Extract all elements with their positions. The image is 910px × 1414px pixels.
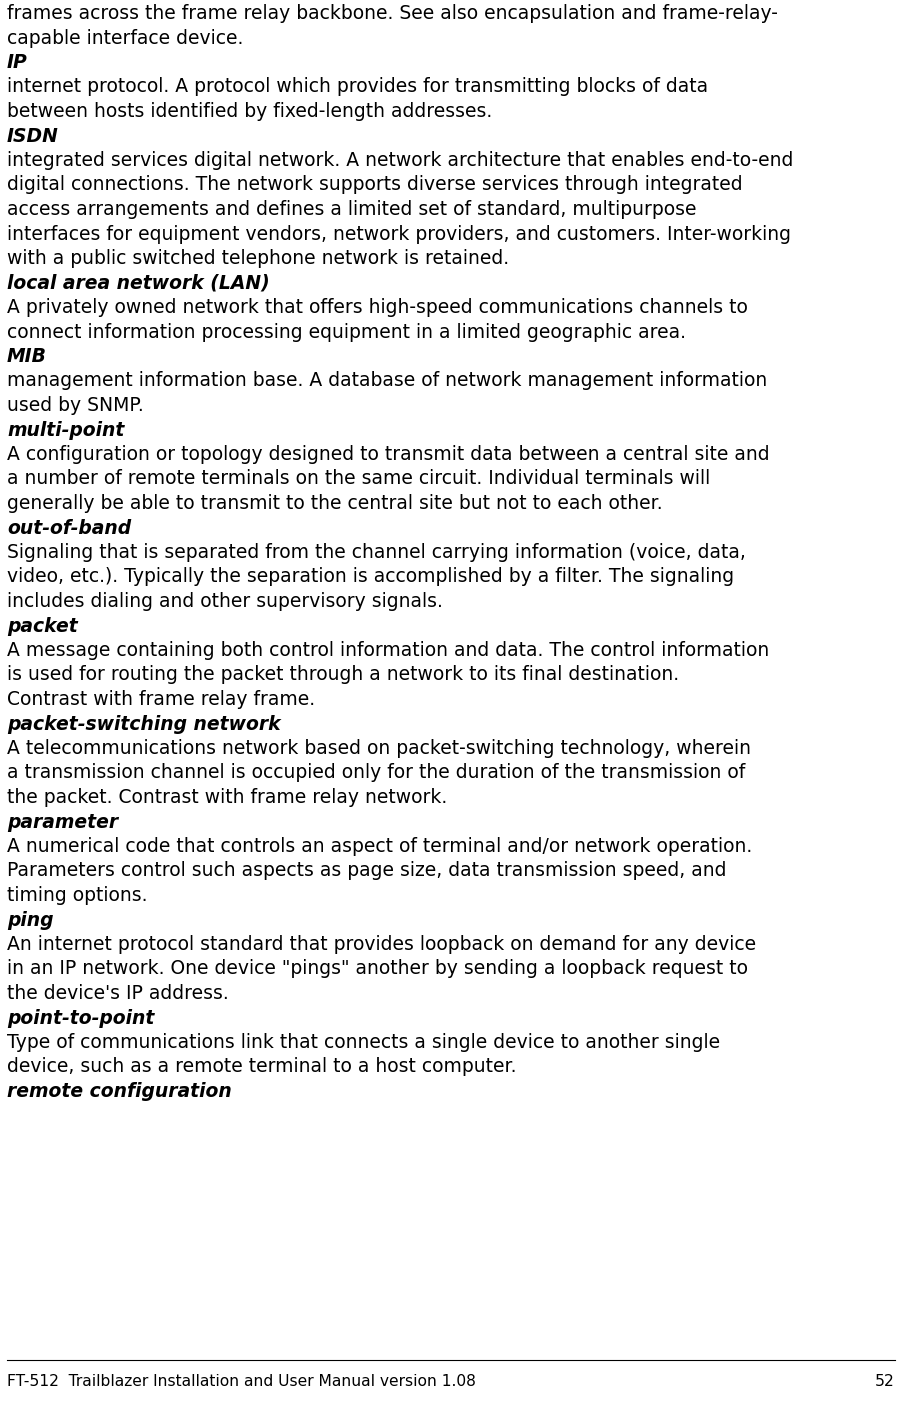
Text: a number of remote terminals on the same circuit. Individual terminals will: a number of remote terminals on the same… bbox=[7, 469, 710, 488]
Text: is used for routing the packet through a network to its final destination.: is used for routing the packet through a… bbox=[7, 666, 679, 684]
Text: between hosts identified by fixed-length addresses.: between hosts identified by fixed-length… bbox=[7, 102, 492, 122]
Text: Contrast with frame relay frame.: Contrast with frame relay frame. bbox=[7, 690, 315, 708]
Text: capable interface device.: capable interface device. bbox=[7, 28, 243, 48]
Text: point-to-point: point-to-point bbox=[7, 1008, 155, 1028]
Text: multi-point: multi-point bbox=[7, 420, 125, 440]
Text: A configuration or topology designed to transmit data between a central site and: A configuration or topology designed to … bbox=[7, 445, 770, 464]
Text: the packet. Contrast with frame relay network.: the packet. Contrast with frame relay ne… bbox=[7, 788, 447, 807]
Text: the device's IP address.: the device's IP address. bbox=[7, 984, 228, 1003]
Text: 52: 52 bbox=[875, 1374, 895, 1389]
Text: out-of-band: out-of-band bbox=[7, 519, 131, 537]
Text: MIB: MIB bbox=[7, 346, 47, 366]
Text: Signaling that is separated from the channel carrying information (voice, data,: Signaling that is separated from the cha… bbox=[7, 543, 746, 561]
Text: parameter: parameter bbox=[7, 813, 118, 831]
Text: timing options.: timing options. bbox=[7, 887, 147, 905]
Text: A telecommunications network based on packet-switching technology, wherein: A telecommunications network based on pa… bbox=[7, 740, 751, 758]
Text: frames across the frame relay backbone. See also encapsulation and frame-relay-: frames across the frame relay backbone. … bbox=[7, 4, 778, 23]
Text: digital connections. The network supports diverse services through integrated: digital connections. The network support… bbox=[7, 175, 743, 195]
Text: packet: packet bbox=[7, 617, 77, 635]
Text: A numerical code that controls an aspect of terminal and/or network operation.: A numerical code that controls an aspect… bbox=[7, 837, 753, 855]
Text: ping: ping bbox=[7, 911, 54, 929]
Text: An internet protocol standard that provides loopback on demand for any device: An internet protocol standard that provi… bbox=[7, 935, 756, 954]
Text: A message containing both control information and data. The control information: A message containing both control inform… bbox=[7, 641, 769, 660]
Text: packet-switching network: packet-switching network bbox=[7, 714, 280, 734]
Text: remote configuration: remote configuration bbox=[7, 1082, 232, 1102]
Text: management information base. A database of network management information: management information base. A database … bbox=[7, 372, 767, 390]
Text: used by SNMP.: used by SNMP. bbox=[7, 396, 144, 414]
Text: A privately owned network that offers high-speed communications channels to: A privately owned network that offers hi… bbox=[7, 298, 748, 317]
Text: includes dialing and other supervisory signals.: includes dialing and other supervisory s… bbox=[7, 592, 443, 611]
Text: access arrangements and defines a limited set of standard, multipurpose: access arrangements and defines a limite… bbox=[7, 199, 696, 219]
Text: FT-512  Trailblazer Installation and User Manual version 1.08: FT-512 Trailblazer Installation and User… bbox=[7, 1374, 476, 1389]
Text: internet protocol. A protocol which provides for transmitting blocks of data: internet protocol. A protocol which prov… bbox=[7, 78, 708, 96]
Text: in an IP network. One device "pings" another by sending a loopback request to: in an IP network. One device "pings" ano… bbox=[7, 960, 748, 978]
Text: connect information processing equipment in a limited geographic area.: connect information processing equipment… bbox=[7, 322, 686, 342]
Text: Parameters control such aspects as page size, data transmission speed, and: Parameters control such aspects as page … bbox=[7, 861, 726, 881]
Text: Type of communications link that connects a single device to another single: Type of communications link that connect… bbox=[7, 1034, 720, 1052]
Text: device, such as a remote terminal to a host computer.: device, such as a remote terminal to a h… bbox=[7, 1058, 517, 1076]
Text: local area network (LAN): local area network (LAN) bbox=[7, 273, 269, 293]
Text: IP: IP bbox=[7, 52, 27, 72]
Text: with a public switched telephone network is retained.: with a public switched telephone network… bbox=[7, 249, 509, 269]
Text: ISDN: ISDN bbox=[7, 126, 59, 146]
Text: video, etc.). Typically the separation is accomplished by a filter. The signalin: video, etc.). Typically the separation i… bbox=[7, 567, 734, 587]
Text: interfaces for equipment vendors, network providers, and customers. Inter-workin: interfaces for equipment vendors, networ… bbox=[7, 225, 791, 243]
Text: integrated services digital network. A network architecture that enables end-to-: integrated services digital network. A n… bbox=[7, 151, 794, 170]
Text: a transmission channel is occupied only for the duration of the transmission of: a transmission channel is occupied only … bbox=[7, 764, 745, 782]
Text: generally be able to transmit to the central site but not to each other.: generally be able to transmit to the cen… bbox=[7, 493, 662, 513]
